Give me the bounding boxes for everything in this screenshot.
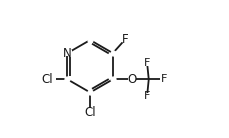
FancyBboxPatch shape: [159, 76, 167, 83]
Text: O: O: [127, 73, 136, 86]
FancyBboxPatch shape: [143, 60, 151, 66]
Text: N: N: [63, 47, 71, 60]
Text: F: F: [121, 33, 128, 46]
FancyBboxPatch shape: [82, 109, 98, 116]
FancyBboxPatch shape: [63, 50, 71, 56]
Text: F: F: [160, 74, 166, 84]
Text: F: F: [144, 91, 150, 101]
FancyBboxPatch shape: [143, 93, 151, 99]
FancyBboxPatch shape: [121, 36, 129, 43]
Text: F: F: [144, 58, 150, 68]
Text: Cl: Cl: [84, 106, 95, 119]
FancyBboxPatch shape: [128, 76, 136, 83]
FancyBboxPatch shape: [39, 76, 55, 83]
Text: Cl: Cl: [41, 73, 53, 86]
